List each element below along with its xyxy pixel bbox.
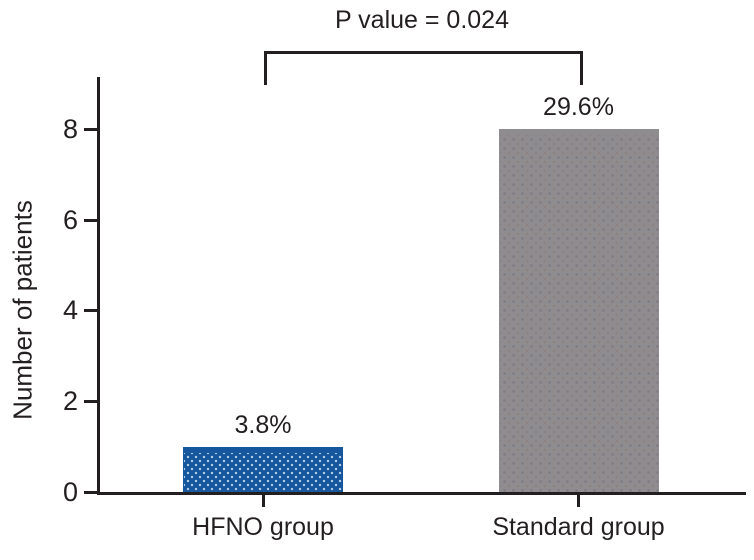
y-tick [84, 309, 97, 313]
y-tick-label: 6 [62, 204, 78, 235]
p-value-annotation: P value = 0.024 [335, 6, 509, 34]
x-tick-label-hfno: HFNO group [192, 513, 334, 541]
y-axis-line [97, 77, 100, 495]
x-axis-line [97, 492, 746, 495]
bar-hfno-stipple-texture [184, 453, 342, 492]
y-tick-label: 4 [62, 295, 78, 326]
bar-standard-stipple-texture [499, 135, 658, 492]
y-tick-label: 8 [62, 113, 78, 144]
bar-hfno-group [183, 447, 343, 492]
y-tick [84, 491, 97, 494]
x-tick-hfno [261, 495, 265, 507]
significance-bracket [264, 51, 583, 85]
x-tick-label-standard: Standard group [492, 513, 665, 541]
x-tick-standard [577, 495, 580, 507]
bar-standard-value-label: 29.6% [543, 93, 614, 121]
bar-hfno-value-label: 3.8% [234, 411, 292, 439]
bar-standard-group [498, 129, 659, 492]
y-tick-label: 0 [62, 477, 78, 507]
y-tick [84, 218, 97, 222]
y-tick [84, 127, 97, 131]
y-tick [84, 400, 97, 404]
y-tick-label: 2 [62, 386, 78, 417]
